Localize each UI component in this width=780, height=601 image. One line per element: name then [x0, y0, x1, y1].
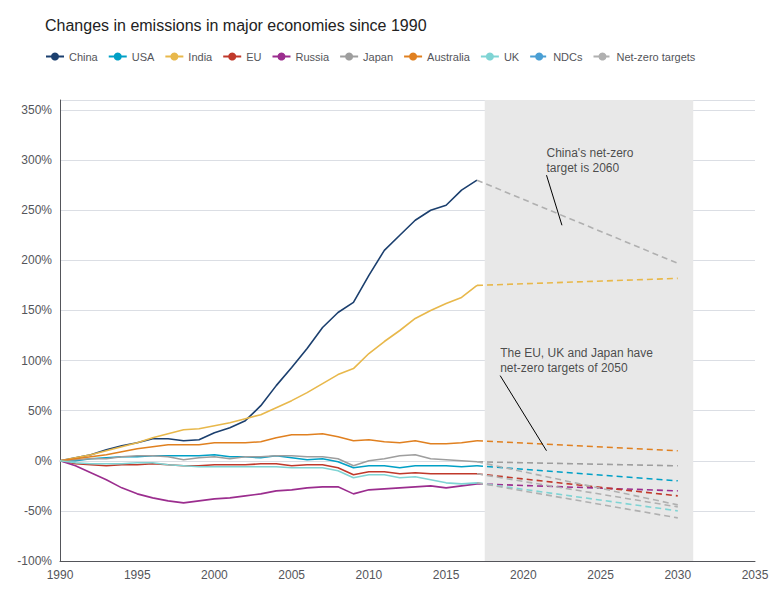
svg-text:50%: 50% — [28, 404, 52, 418]
svg-text:Changes in emissions in major: Changes in emissions in major economies … — [45, 17, 427, 34]
svg-text:India: India — [188, 51, 213, 63]
svg-text:1995: 1995 — [124, 568, 151, 582]
svg-text:350%: 350% — [21, 103, 52, 117]
svg-text:-100%: -100% — [17, 554, 52, 568]
svg-text:100%: 100% — [21, 354, 52, 368]
svg-text:The EU, UK and Japan have: The EU, UK and Japan have — [500, 346, 653, 360]
svg-text:2035: 2035 — [742, 568, 769, 582]
svg-text:Russia: Russia — [295, 51, 330, 63]
svg-text:2010: 2010 — [356, 568, 383, 582]
svg-text:0%: 0% — [35, 454, 53, 468]
svg-text:150%: 150% — [21, 303, 52, 317]
svg-text:2015: 2015 — [433, 568, 460, 582]
svg-text:250%: 250% — [21, 203, 52, 217]
svg-text:USA: USA — [132, 51, 155, 63]
svg-text:China's net-zero: China's net-zero — [547, 146, 634, 160]
svg-text:NDCs: NDCs — [553, 51, 583, 63]
svg-text:Australia: Australia — [427, 51, 471, 63]
svg-text:300%: 300% — [21, 153, 52, 167]
svg-text:200%: 200% — [21, 253, 52, 267]
svg-text:2025: 2025 — [587, 568, 614, 582]
svg-text:net-zero targets of 2050: net-zero targets of 2050 — [500, 361, 628, 375]
svg-text:China: China — [69, 51, 99, 63]
svg-text:2030: 2030 — [664, 568, 691, 582]
svg-text:1990: 1990 — [47, 568, 74, 582]
svg-text:Japan: Japan — [363, 51, 393, 63]
svg-text:Net-zero targets: Net-zero targets — [616, 51, 695, 63]
svg-text:target is 2060: target is 2060 — [547, 161, 620, 175]
svg-text:-50%: -50% — [24, 504, 52, 518]
svg-text:2020: 2020 — [510, 568, 537, 582]
svg-text:2000: 2000 — [201, 568, 228, 582]
svg-text:EU: EU — [246, 51, 261, 63]
svg-text:UK: UK — [504, 51, 520, 63]
svg-text:2005: 2005 — [278, 568, 305, 582]
